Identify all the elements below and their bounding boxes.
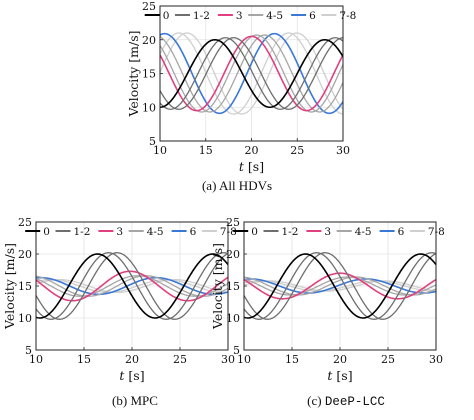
series-line-7-8: [36, 278, 228, 294]
x-tick-label: 20: [245, 144, 259, 157]
y-axis-label: Velocity [m/s]: [126, 30, 141, 117]
x-tick-label: 30: [429, 353, 443, 366]
series-line-6: [36, 276, 228, 296]
legend-label-6: 6: [398, 226, 405, 238]
x-tick-label: 15: [285, 353, 299, 366]
y-tick-label: 25: [18, 216, 32, 229]
legend-label-1-2: 1-2: [282, 226, 299, 238]
y-axis-label: Velocity [m/s]: [210, 243, 225, 330]
x-axis-label: t [s]: [239, 159, 264, 174]
x-tick-label: 30: [221, 353, 235, 366]
series-line-1-2: [160, 37, 343, 110]
series-line-0: [160, 38, 343, 109]
x-tick-label: 20: [333, 353, 347, 366]
legend-label-6: 6: [309, 10, 316, 22]
legend-label-7-8: 7-8: [428, 226, 445, 238]
legend-label-1-2: 1-2: [193, 10, 210, 22]
y-tick-label: 10: [226, 312, 240, 325]
x-tick-label: 25: [290, 144, 304, 157]
legend-label-3: 3: [236, 10, 243, 22]
series-line-1-2: [36, 252, 228, 320]
y-tick-label: 5: [233, 344, 240, 357]
legend-label-7-8: 7-8: [220, 226, 237, 238]
series-line-0: [36, 253, 228, 319]
series-line-4-5: [244, 276, 436, 296]
y-tick-label: 20: [142, 34, 156, 47]
series-line-6: [160, 32, 343, 115]
subfigure-caption: (c) DeeP-LCC: [307, 393, 385, 409]
legend: 0 1-2 3 4-5 6 7-8: [25, 226, 237, 238]
series-line-6: [244, 278, 436, 294]
series-line-4-5: [36, 275, 228, 297]
y-tick-label: 25: [226, 216, 240, 229]
x-tick-label: 20: [125, 353, 139, 366]
legend-label-4-5: 4-5: [147, 226, 164, 238]
series-line-0: [244, 253, 436, 319]
x-tick-label: 30: [336, 144, 350, 157]
x-tick-label: 10: [237, 353, 251, 366]
y-tick-label: 20: [226, 248, 240, 261]
y-axis-label: Velocity [m/s]: [2, 243, 17, 330]
legend-label-3: 3: [324, 226, 331, 238]
y-tick-label: 25: [142, 0, 156, 13]
y-tick-label: 15: [142, 68, 156, 81]
x-tick-label: 10: [29, 353, 43, 366]
legend-label-6: 6: [190, 226, 197, 238]
legend-label-0: 0: [43, 226, 50, 238]
series-line-1-2: [244, 252, 436, 320]
y-tick-label: 15: [226, 280, 240, 293]
x-axis-label: t [s]: [327, 368, 352, 383]
legend-label-0: 0: [163, 10, 170, 22]
y-tick-label: 5: [149, 135, 156, 148]
x-tick-label: 10: [153, 144, 167, 157]
legend: 0 1-2 3 4-5 6 7-8: [233, 226, 445, 238]
x-tick-label: 15: [77, 353, 91, 366]
subfigure-caption: (a) All HDVs: [202, 178, 272, 193]
series-line-1-2: [160, 37, 343, 110]
y-tick-label: 5: [25, 344, 32, 357]
series-line-7-8: [160, 32, 343, 115]
legend: 0 1-2 3 4-5 6 7-8: [144, 10, 356, 22]
series-line-7-8: [244, 280, 436, 292]
legend-label-1-2: 1-2: [74, 226, 91, 238]
series-line-1-2: [244, 252, 436, 320]
legend-label-4-5: 4-5: [355, 226, 372, 238]
legend-label-3: 3: [116, 226, 123, 238]
y-tick-label: 20: [18, 248, 32, 261]
legend-label-7-8: 7-8: [339, 10, 356, 22]
y-tick-label: 10: [18, 312, 32, 325]
x-tick-label: 25: [173, 353, 187, 366]
legend-label-0: 0: [251, 226, 258, 238]
series-line-3: [160, 35, 343, 112]
x-axis-label: t [s]: [119, 368, 144, 383]
legend-label-4-5: 4-5: [266, 10, 283, 22]
x-tick-label: 25: [381, 353, 395, 366]
x-tick-label: 15: [199, 144, 213, 157]
y-tick-label: 15: [18, 280, 32, 293]
subfigure-caption: (b) MPC: [112, 393, 158, 408]
series-line-1-2: [36, 252, 228, 320]
y-tick-label: 10: [142, 101, 156, 114]
